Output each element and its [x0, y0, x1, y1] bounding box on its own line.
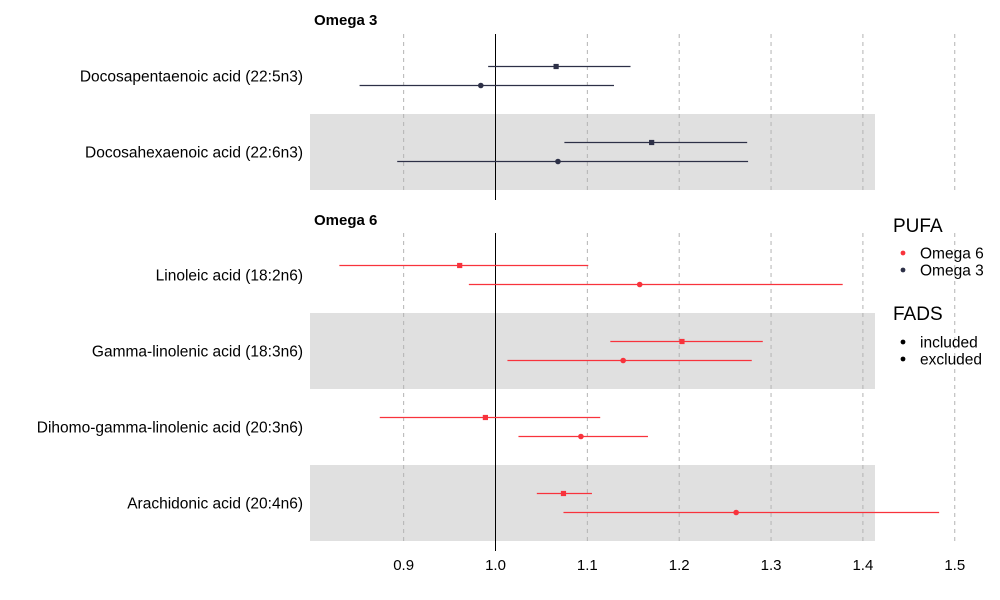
point-estimate-excluded	[578, 433, 584, 440]
legend-pufa-title: PUFA	[893, 216, 943, 237]
point-estimate-excluded	[733, 509, 739, 516]
x-tick-label: 1.2	[669, 557, 690, 574]
point-estimate-excluded	[636, 281, 643, 288]
point-estimate-excluded	[620, 357, 626, 364]
point-estimate-included	[649, 139, 655, 146]
panel-omega-6: Omega 6 Linoleic acid (18:2n6) Gamma-linol…	[37, 212, 956, 551]
x-tick-label: 1.1	[577, 557, 598, 574]
legend-fads-title: FADS	[893, 304, 943, 325]
legend-fads-excluded-label: excluded	[920, 352, 982, 369]
legend: PUFA Omega 6 Omega 3 FADS included exclu…	[893, 216, 984, 369]
row-band	[310, 465, 875, 541]
row-label: Docosapentaenoic acid (22:5n3)	[80, 69, 303, 86]
x-tick-label: 1.5	[944, 557, 965, 574]
row-label: Arachidonic acid (20:4n6)	[127, 496, 303, 513]
point-estimate-included	[560, 490, 567, 497]
panel-omega-3: Omega 3 Docosapentaenoic acid (22:5n3) Doc…	[80, 12, 956, 200]
legend-pufa-omega6-swatch	[900, 250, 906, 256]
legend-pufa-omega3-swatch	[900, 267, 906, 273]
legend-fads-included-label: included	[920, 335, 978, 352]
row-label: Dihomo-gamma-linolenic acid (20:3n6)	[37, 420, 303, 437]
point-estimate-included	[679, 338, 685, 345]
legend-fads-excluded-swatch	[900, 356, 906, 362]
point-estimate-included	[457, 262, 463, 269]
row-band	[310, 313, 875, 389]
panel-title: Omega 6	[314, 212, 377, 229]
panel-title: Omega 3	[314, 12, 377, 29]
row-label: Gamma-linolenic acid (18:3n6)	[92, 344, 303, 361]
legend-pufa-omega6-label: Omega 6	[920, 246, 984, 263]
x-axis: 0.9 1.0 1.1 1.2 1.3 1.4 1.5	[393, 557, 965, 574]
legend-fads-included-swatch	[900, 339, 906, 345]
legend-pufa-omega3-label: Omega 3	[920, 263, 984, 280]
row-label: Linoleic acid (18:2n6)	[156, 268, 303, 285]
point-estimate-included	[482, 414, 488, 421]
row-band	[310, 114, 875, 190]
row-label: Docosahexaenoic acid (22:6n3)	[85, 145, 303, 162]
point-estimate-excluded	[478, 82, 484, 89]
x-tick-label: 1.4	[852, 557, 873, 574]
point-estimate-included	[553, 63, 559, 70]
x-tick-label: 1.0	[485, 557, 506, 574]
x-tick-label: 1.3	[761, 557, 782, 574]
panels-layer: Omega 3 Docosapentaenoic acid (22:5n3) Doc…	[37, 12, 956, 551]
x-tick-label: 0.9	[393, 557, 414, 574]
point-estimate-excluded	[555, 158, 561, 165]
